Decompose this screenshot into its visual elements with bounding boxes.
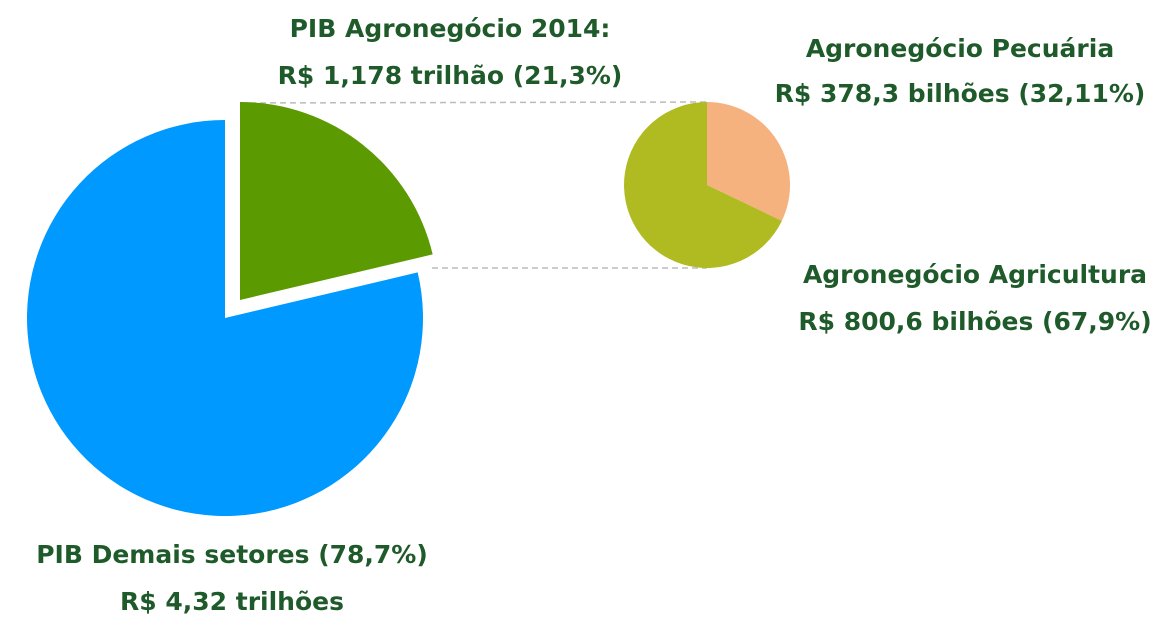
- pie-slice: [240, 102, 433, 300]
- slice-label: Agronegócio Pecuária: [806, 34, 1114, 63]
- pie-slice: [26, 120, 423, 516]
- connector-line: [239, 101, 708, 104]
- pie-slice: [623, 102, 782, 268]
- slice-label: R$ 1,178 trilhão (21,3%): [278, 61, 623, 90]
- pie-slice: [707, 102, 790, 221]
- slice-label: Agronegócio Agricultura: [803, 260, 1147, 289]
- slice-label: PIB Demais setores (78,7%): [36, 540, 428, 569]
- slice-label: PIB Agronegócio 2014:: [290, 14, 611, 43]
- slice-label: R$ 800,6 bilhões (67,9%): [798, 307, 1151, 336]
- slice-label: R$ 378,3 bilhões (32,11%): [775, 79, 1146, 108]
- slice-label: R$ 4,32 trilhões: [120, 587, 344, 616]
